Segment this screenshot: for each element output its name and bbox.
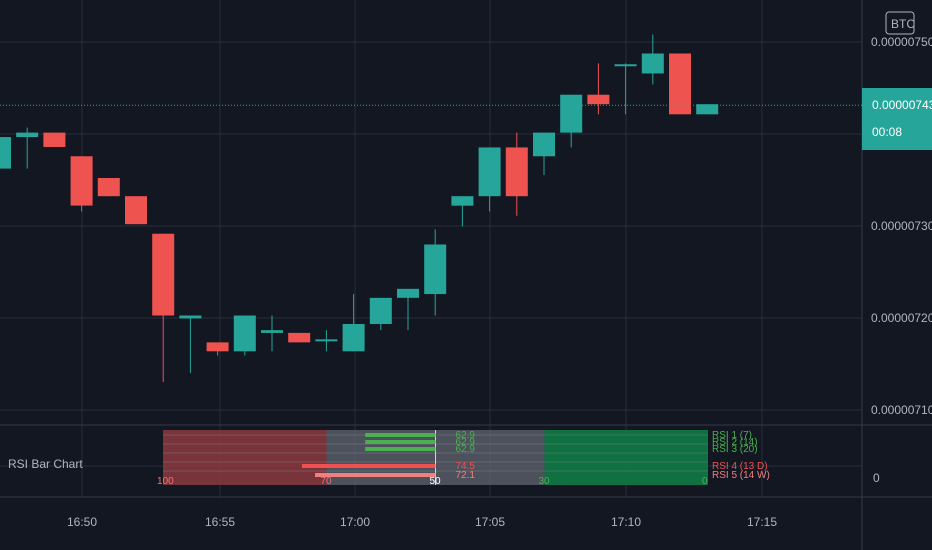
rsi-bar [365, 433, 436, 437]
rsi-scale-label: 100 [157, 476, 174, 487]
candle-body [587, 94, 610, 105]
rsi-series-name: RSI 5 (14 W) [712, 470, 770, 481]
price-tick-label: 0.00000720 [871, 311, 932, 325]
rsi-value-label: 74.5 [456, 461, 476, 472]
candle-body [397, 288, 419, 298]
rsi-bar [365, 447, 436, 451]
time-tick-label: 16:50 [67, 515, 97, 529]
time-tick-label: 17:10 [611, 515, 641, 529]
rsi-scale-label: 30 [539, 476, 551, 487]
candle-body [288, 332, 311, 343]
candle-body [16, 132, 39, 138]
rsi-value-label: 62.9 [456, 430, 476, 441]
axis-badges: 0.00000743 00:08 BTC [862, 11, 932, 150]
candle-body [70, 156, 93, 206]
rsi-series-name: RSI 3 (20) [712, 444, 758, 455]
candle-body [97, 177, 120, 197]
currency-badge [885, 11, 915, 35]
candle-body [560, 94, 583, 133]
rsi-value-label: 72.1 [456, 470, 476, 481]
rsi-bar [315, 473, 436, 477]
rsi-scale-label: 50 [430, 476, 442, 487]
candle-body [43, 132, 66, 147]
candle-body [233, 315, 256, 352]
candle-body [505, 147, 528, 197]
countdown-value: 00:08 [872, 125, 902, 139]
rsi-bar-panel: RSI Bar Chart 62.9 RSI 1 (7) 62.9 RSI 2 (14)… [8, 430, 770, 487]
price-tick-label: 0.00000710 [871, 403, 932, 417]
rsi-bar [301, 464, 436, 468]
last-price-value: 0.00000743 [872, 98, 932, 112]
time-tick-label: 17:15 [747, 515, 777, 529]
candle-body [152, 233, 175, 316]
candle-body [641, 53, 664, 74]
candle-body [614, 64, 637, 67]
rsi-panel-title: RSI Bar Chart [8, 457, 83, 471]
candle-body [369, 297, 392, 324]
rsi-scale-label: 0 [702, 476, 708, 487]
candle-body [179, 315, 202, 319]
price-tick-label: 0.00000730 [871, 219, 932, 233]
candle-body [342, 323, 365, 352]
candle-body [451, 196, 474, 206]
rsi-value-label: 62.9 [456, 444, 476, 455]
candle-body [424, 244, 447, 295]
rsi-bar [365, 440, 436, 444]
candle-body [533, 132, 555, 157]
candle-body [206, 342, 229, 352]
rsi-scale-label: 70 [321, 476, 333, 487]
rsi-value-label: 62.9 [456, 437, 476, 448]
rsi-tick-label: 0 [873, 471, 880, 485]
candle-body [478, 147, 501, 197]
rsi-series-name: RSI 2 (14) [712, 437, 758, 448]
rsi-series-name: RSI 4 (13 D) [712, 461, 768, 472]
time-tick-label: 17:05 [475, 515, 505, 529]
candle-body [125, 196, 147, 225]
candle-body [0, 137, 11, 169]
last-price-badge [862, 88, 932, 150]
candle-body [669, 53, 691, 115]
currency-label: BTC [891, 17, 915, 31]
candlestick-series [0, 34, 719, 383]
price-tick-label: 0.00000750 [871, 35, 932, 49]
candle-body [315, 339, 338, 342]
rsi-overbought-zone [163, 430, 327, 485]
price-axis[interactable]: 0.00000750 0.00000730 0.00000720 0.00000710… [871, 35, 932, 485]
rsi-oversold-zone [544, 430, 708, 485]
candle-body [696, 104, 719, 115]
candle-body [261, 330, 283, 333]
time-axis[interactable]: 16:50 16:55 17:00 17:05 17:10 17:15 [67, 515, 777, 529]
rsi-series-name: RSI 1 (7) [712, 430, 752, 441]
time-tick-label: 16:55 [205, 515, 235, 529]
time-tick-label: 17:00 [340, 515, 370, 529]
